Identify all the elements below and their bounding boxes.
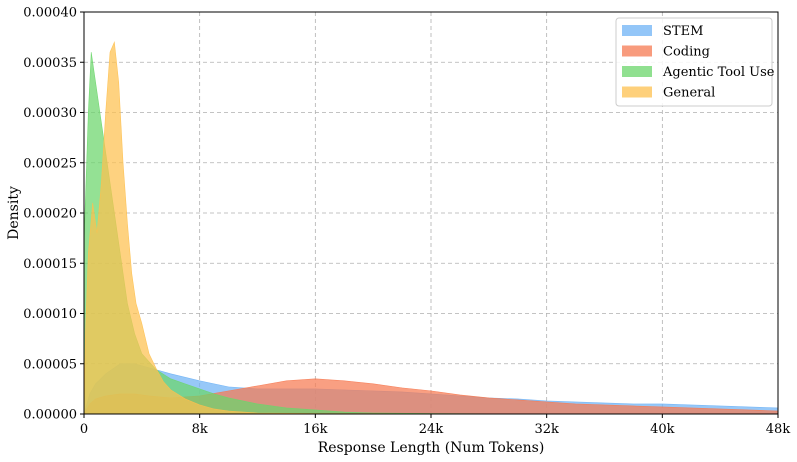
legend-label-general: General (663, 86, 715, 101)
y-tick-label: 0.00025 (23, 156, 77, 171)
legend-label-agentic-tool-use: Agentic Tool Use (662, 65, 775, 80)
y-axis-label: Density (6, 186, 22, 240)
x-tick-label: 40k (650, 422, 675, 437)
y-tick-label: 0.00030 (23, 106, 77, 121)
x-tick-label: 8k (192, 422, 208, 437)
y-tick-label: 0.00005 (23, 357, 77, 372)
x-axis-label: Response Length (Num Tokens) (318, 440, 545, 456)
legend-swatch-stem (622, 25, 652, 36)
x-axis-ticks: 0 8k 16k 24k 32k 40k 48k (80, 414, 790, 437)
y-tick-label: 0.00010 (23, 307, 77, 322)
x-tick-label: 0 (80, 422, 88, 437)
x-tick-label: 48k (766, 422, 791, 437)
y-tick-label: 0.00020 (23, 207, 77, 222)
legend-swatch-coding (622, 45, 652, 57)
legend-label-coding: Coding (663, 45, 710, 60)
y-axis-ticks: 0.00000 0.00005 0.00010 0.00015 0.00020 0.000… (23, 6, 84, 423)
legend-label-stem: STEM (663, 24, 703, 39)
legend-swatch-general (622, 86, 652, 98)
legend-box (615, 17, 773, 107)
y-tick-label: 0.00035 (23, 56, 77, 71)
y-tick-label: 0.00015 (23, 257, 77, 272)
x-tick-label: 24k (419, 422, 444, 437)
y-tick-label: 0.00000 (23, 408, 77, 423)
series-area-general (83, 40, 779, 415)
series-areas (83, 40, 779, 415)
x-tick-label: 32k (534, 422, 559, 437)
y-tick-label: 0.00040 (23, 6, 77, 21)
x-tick-label: 16k (303, 422, 328, 437)
legend: STEM Coding Agentic Tool Use General (615, 17, 775, 107)
legend-swatch-agentic-tool-use (622, 66, 652, 77)
